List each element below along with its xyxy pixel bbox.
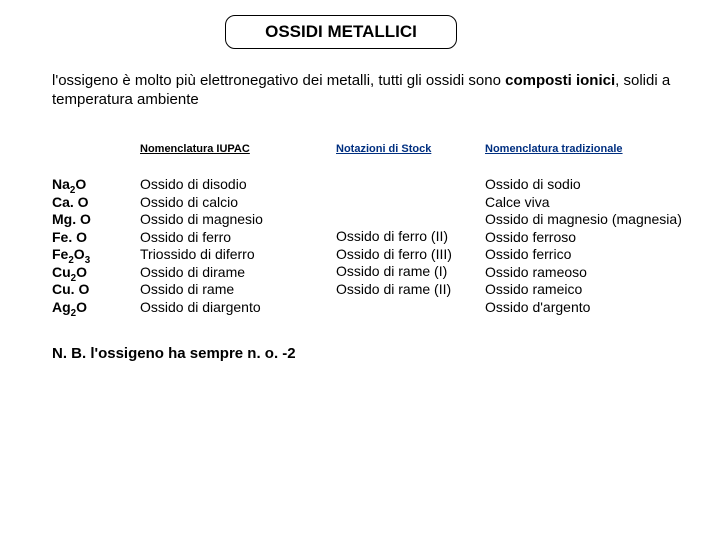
list-item: Ossido di rame (II) (336, 281, 452, 299)
list-item: Ossido di dirame (140, 264, 263, 282)
list-item: Ossido di calcio (140, 194, 263, 212)
list-item: Ossido rameico (485, 281, 682, 299)
list-item: Ossido di sodio (485, 176, 682, 194)
slide-title: OSSIDI METALLICI (225, 15, 457, 49)
list-item: Ossido ferroso (485, 229, 682, 247)
list-item: Na2O (52, 176, 91, 194)
column-header-stock: Notazioni di Stock (336, 143, 431, 155)
stock-column: Ossido di ferro (II)Ossido di ferro (III… (336, 228, 452, 298)
list-item: Cu. O (52, 281, 91, 299)
list-item: Ossido di ferro (140, 229, 263, 247)
list-item: Ossido ferrico (485, 246, 682, 264)
iupac-column: Ossido di disodioOssido di calcioOssido … (140, 176, 263, 316)
footnote: N. B. l'ossigeno ha sempre n. o. -2 (52, 345, 296, 362)
column-header-iupac: Nomenclatura IUPAC (140, 143, 250, 155)
list-item: Ossido di magnesio (magnesia) (485, 211, 682, 229)
list-item: Ossido di magnesio (140, 211, 263, 229)
list-item: Cu2O (52, 264, 91, 282)
list-item: Fe2O3 (52, 246, 91, 264)
list-item: Ossido di ferro (II) (336, 228, 452, 246)
list-item: Mg. O (52, 211, 91, 229)
list-item: Calce viva (485, 194, 682, 212)
traditional-column: Ossido di sodioCalce vivaOssido di magne… (485, 176, 682, 316)
formula-column: Na2OCa. OMg. OFe. OFe2O3Cu2OCu. OAg2O (52, 176, 91, 316)
list-item: Ossido di disodio (140, 176, 263, 194)
list-item: Ca. O (52, 194, 91, 212)
list-item: Ossido di diargento (140, 299, 263, 317)
list-item: Ag2O (52, 299, 91, 317)
list-item: Fe. O (52, 229, 91, 247)
column-header-traditional: Nomenclatura tradizionale (485, 143, 623, 155)
list-item: Ossido di rame (I) (336, 263, 452, 281)
list-item: Ossido di rame (140, 281, 263, 299)
list-item: Ossido rameoso (485, 264, 682, 282)
list-item: Triossido di diferro (140, 246, 263, 264)
list-item: Ossido d'argento (485, 299, 682, 317)
intro-paragraph: l'ossigeno è molto più elettronegativo d… (52, 72, 690, 110)
list-item: Ossido di ferro (III) (336, 246, 452, 264)
